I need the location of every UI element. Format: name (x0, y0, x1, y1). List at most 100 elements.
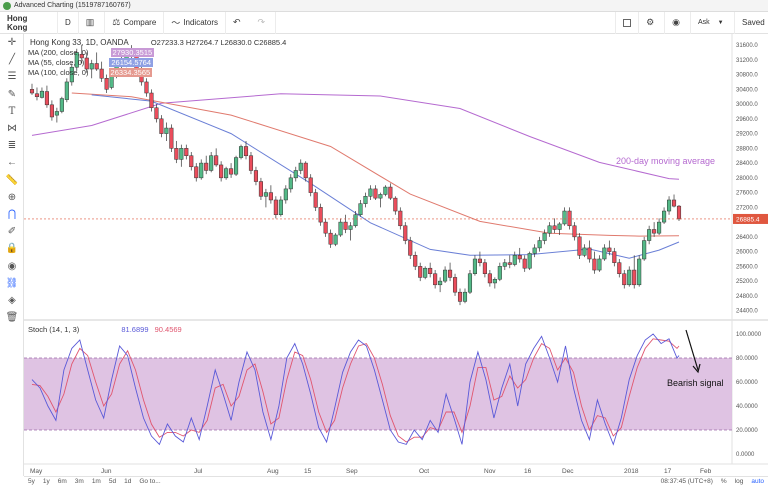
crosshair-icon[interactable]: ✛ (7, 37, 17, 49)
trend-line-icon[interactable]: ╱ (8, 54, 16, 66)
candle-down (99, 68, 104, 79)
candle-up (462, 291, 468, 302)
range-5y[interactable]: 5y (28, 478, 35, 485)
candle-down (607, 247, 612, 252)
range-6m[interactable]: 6m (57, 478, 67, 485)
candle-down (522, 258, 527, 269)
clock-time: 08:37:45 (UTC+8) (660, 478, 713, 485)
time-tick-label: Sep (346, 468, 358, 475)
zoom-icon[interactable]: ⊕ (7, 191, 17, 203)
horizontal-line-icon[interactable]: ☰ (7, 71, 17, 83)
price-tick-label: 28400.0 (736, 161, 758, 167)
price-tick-label: 29600.0 (736, 117, 758, 123)
candle-down (84, 57, 89, 70)
candle-up (582, 247, 587, 256)
candle-up (54, 111, 59, 116)
candle-up (234, 157, 239, 175)
candle-down (303, 162, 308, 179)
candle-down (448, 269, 453, 278)
link-icon[interactable]: ⛓ (5, 277, 19, 289)
legend-symbol: Hong Kong 33, 1D, OANDA (30, 38, 129, 47)
candle-up (423, 267, 428, 278)
ma200-legend-label: MA (200, close, 0) (28, 48, 89, 57)
chart-canvas[interactable]: 31600.0 31200.0 30800.0 30400.0 30000.0 29600… (24, 34, 768, 476)
candle-down (507, 262, 512, 265)
percent-toggle[interactable]: % (720, 478, 727, 485)
price-tick-label: 26400.0 (736, 235, 758, 241)
candle-down (253, 170, 259, 182)
candle-down (373, 188, 378, 199)
price-tick-label: 24400.0 (736, 309, 758, 315)
candle-down (169, 127, 174, 149)
text-icon[interactable]: T (8, 105, 16, 117)
candle-up (74, 52, 79, 68)
candle-down (49, 104, 54, 118)
redo-button[interactable]: ↷ (251, 11, 277, 34)
range-1y[interactable]: 1y (42, 478, 50, 485)
price-tick-label: 31200.0 (736, 58, 758, 64)
candle-up (224, 168, 229, 179)
settings-button[interactable]: ⚙ (638, 11, 664, 34)
ma100-legend: MA (100, close, 0) 26334.3565 (28, 68, 153, 77)
brush-icon[interactable]: ✎ (7, 88, 17, 100)
price-tick-label: 28000.0 (736, 176, 758, 182)
candle-up (278, 199, 283, 215)
indicators-button[interactable]: 〜 Indicators (164, 11, 226, 34)
save-button[interactable]: Saved (734, 11, 768, 34)
range-1m[interactable]: 1m (91, 478, 101, 485)
stoch-legend-label: Stoch (14, 1, 3) (28, 325, 80, 334)
price-source-value: Ask (698, 19, 710, 26)
lock-draw-icon[interactable]: ✐ (7, 226, 17, 238)
candle-down (652, 229, 657, 234)
compare-button[interactable]: ⚖ Compare (105, 11, 165, 34)
range-1d[interactable]: 1d (124, 478, 132, 485)
auto-toggle[interactable]: auto (751, 478, 764, 485)
snapshot-button[interactable]: ◉ (664, 11, 690, 34)
candle-up (263, 192, 268, 197)
ruler-icon[interactable]: 📏 (5, 174, 19, 186)
candle-up (69, 66, 74, 83)
pattern-icon[interactable]: ⋈ (7, 123, 17, 135)
candle-up (438, 280, 443, 286)
chart-area[interactable]: 31600.0 31200.0 30800.0 30400.0 30000.0 29600… (24, 34, 768, 486)
trash-icon[interactable]: 🗑 (5, 312, 19, 324)
candle-up (637, 258, 642, 286)
candle-down (587, 247, 592, 260)
candle-down (592, 258, 597, 271)
arrow-left-icon[interactable]: ← (7, 157, 17, 169)
candle-down (612, 251, 617, 263)
candle-down (204, 162, 209, 171)
fullscreen-button[interactable] (615, 11, 638, 34)
range-3m[interactable]: 3m (74, 478, 84, 485)
chevron-down-icon: ▼ (717, 19, 724, 26)
fibonacci-icon[interactable]: ≣ (7, 140, 17, 152)
time-tick-label: Nov (484, 468, 496, 475)
undo-button[interactable]: ↶ (226, 12, 251, 34)
ma55-legend-value: 26154.5764 (109, 58, 153, 67)
eye-icon[interactable]: ◉ (7, 260, 17, 272)
ma100-line (71, 92, 680, 237)
candle-up (358, 203, 363, 215)
lock-icon[interactable]: 🔒 (5, 243, 19, 255)
candle-up (467, 273, 473, 293)
chart-type-button[interactable]: ▥ (79, 11, 106, 34)
candle-up (353, 214, 358, 227)
candle-up (378, 194, 383, 199)
goto-date-button[interactable]: Go to... (139, 478, 161, 485)
interval-label: D (65, 18, 71, 27)
bottom-bar: 5y 1y 6m 3m 1m 5d 1d Go to... 08:37:45 (… (24, 476, 768, 486)
symbol-search[interactable]: Hong Kong (0, 11, 58, 34)
candle-down (29, 89, 35, 94)
compare-icon: ⚖ (112, 17, 121, 27)
layers-icon[interactable]: ◈ (8, 294, 16, 306)
magnet-icon[interactable]: ⋂ (7, 208, 17, 220)
candle-down (577, 236, 582, 256)
price-source-select[interactable]: Ask ▼ (690, 11, 734, 34)
candle-up (647, 229, 652, 241)
range-5d[interactable]: 5d (108, 478, 117, 485)
candle-down (343, 221, 348, 230)
stoch-tick-label: 80.0000 (736, 356, 758, 362)
interval-button[interactable]: D (58, 11, 79, 34)
log-toggle[interactable]: log (734, 478, 744, 485)
candle-up (657, 221, 662, 234)
